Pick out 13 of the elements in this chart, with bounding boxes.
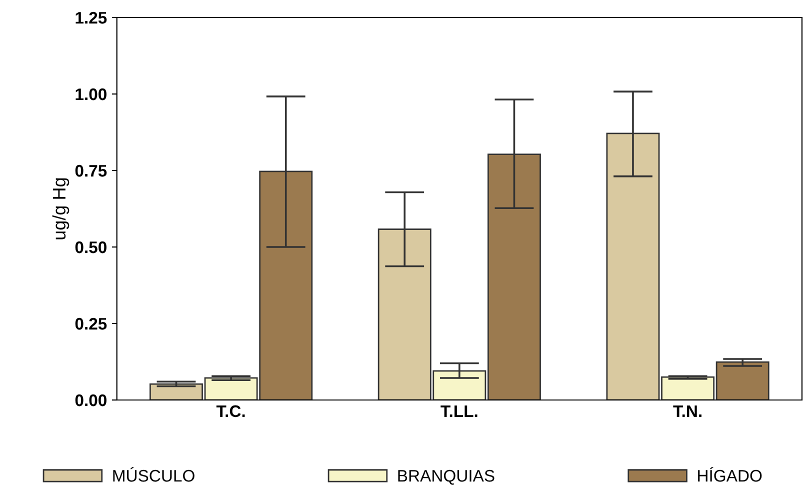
y-tick-label: 1.00 xyxy=(76,88,106,100)
y-tick-label: 0.25 xyxy=(75,318,107,330)
y-tick-label: 0.50 xyxy=(75,241,106,254)
y-tick-label: 1.25 xyxy=(76,12,107,24)
x-tick-label: T.LL. xyxy=(440,405,478,417)
legend-label: HÍGADO xyxy=(698,467,762,482)
y-axis-title: ug/g Hg xyxy=(52,178,70,240)
x-tick-label: T.C. xyxy=(216,405,245,418)
y-tick-label: 0.75 xyxy=(75,164,107,177)
legend-label: BRANQUIAS xyxy=(398,470,494,485)
y-tick-label: 0.00 xyxy=(75,394,106,406)
x-tick-label: T.N. xyxy=(673,405,702,417)
legend-label: MÚSCULO xyxy=(113,467,194,482)
